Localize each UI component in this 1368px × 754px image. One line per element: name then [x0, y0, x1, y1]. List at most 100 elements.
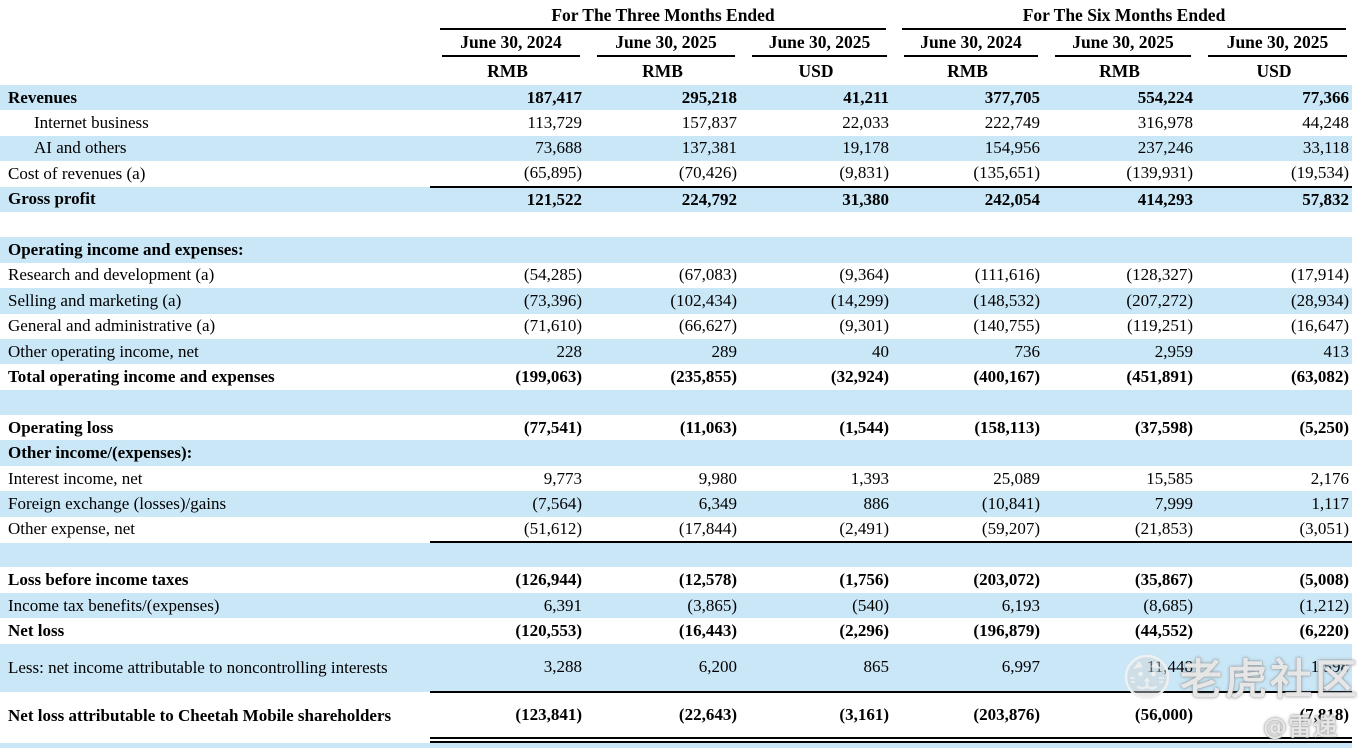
cell-value: 237,246: [1137, 138, 1193, 158]
cell-value: (400,167): [973, 366, 1040, 386]
cell-value: (203,876): [892, 691, 1043, 743]
date-label: June 30, 2024: [904, 32, 1038, 57]
row-label: Foreign exchange (losses)/gains: [8, 493, 227, 513]
cell-value: 1,393: [850, 468, 889, 488]
cell-value: (135,651): [892, 161, 1043, 188]
cell-value: [892, 237, 1043, 262]
cell-value: 3,288: [430, 643, 585, 693]
currency-header: USD: [798, 61, 834, 81]
cell-value: [740, 440, 892, 465]
cell-value: (16,443): [678, 620, 737, 640]
date-label: June 30, 2025: [1208, 32, 1348, 57]
cell-value: [892, 440, 1043, 465]
cell-value: (71,610): [523, 316, 582, 336]
cell-value: 157,837: [681, 113, 737, 133]
row-label: Other expense, net: [8, 519, 135, 539]
table-row: Selling and marketing (a) (73,396) (102,43…: [0, 288, 1353, 314]
cell-value: 137,381: [681, 138, 737, 158]
cell-value: 222,749: [984, 113, 1040, 133]
table-row: Total operating income and expenses (199,…: [0, 364, 1352, 389]
period-group-label: For The Six Months Ended: [902, 5, 1347, 30]
table-row: Less: net income attributable to noncont…: [0, 643, 1353, 693]
cell-value: (16,647): [1290, 316, 1350, 336]
date-header: June 30, 2025: [1196, 31, 1352, 58]
cell-value: 44,248: [1302, 113, 1350, 133]
cell-value: (77,541): [523, 417, 582, 437]
cell-value: 15,585: [1146, 468, 1193, 488]
row-label: Operating income and expenses:: [8, 240, 244, 260]
cell-value: (5,008): [1299, 570, 1350, 590]
cell-value: (148,532): [973, 290, 1040, 310]
cell-value: (67,083): [678, 265, 737, 285]
row-label: Other income/(expenses):: [8, 443, 193, 463]
cell-value: (10,841): [981, 493, 1040, 513]
table-row: Income tax benefits/(expenses) 6,391 (3,86…: [0, 592, 1353, 619]
cell-value: (12,578): [678, 570, 737, 590]
table-body: Revenues 187,417 295,218 41,211 377,705 554,2…: [0, 85, 1353, 748]
table-row: Operating income and expenses:: [0, 237, 1353, 263]
date-header: June 30, 2024: [892, 31, 1043, 58]
cell-value: 865: [740, 643, 892, 693]
cell-value: [430, 237, 585, 262]
cell-value: [585, 440, 740, 465]
row-label: Interest income, net: [8, 468, 143, 488]
cell-value: 6,997: [892, 643, 1043, 693]
period-group-header: For The Three Months Ended: [430, 4, 892, 31]
cell-value: (9,301): [839, 316, 889, 336]
table-row: AI and others 73,688 137,381 19,178 154,956 2…: [0, 135, 1353, 162]
period-group-header: For The Six Months Ended: [892, 4, 1352, 31]
row-label: Internet business: [34, 113, 149, 133]
cell-value: 289: [711, 341, 738, 361]
cell-value: (7,818): [1196, 691, 1353, 743]
table-row: General and administrative (a) (71,610) (6…: [0, 314, 1352, 339]
cell-value: (17,844): [585, 516, 740, 544]
currency-header: RMB: [642, 61, 683, 81]
cell-value: 413: [1323, 341, 1350, 361]
cell-value: (235,855): [670, 366, 737, 386]
cell-value: 113,729: [527, 113, 582, 133]
cell-value: (126,944): [515, 570, 582, 590]
cell-value: (5,250): [1299, 417, 1350, 437]
cell-value: (3,865): [687, 595, 737, 615]
row-label: Loss before income taxes: [8, 570, 189, 590]
cell-value: 6,200: [585, 643, 740, 693]
table-row: Research and development (a) (54,285) (67,…: [0, 263, 1352, 288]
row-label: General and administrative (a): [8, 316, 216, 336]
spacer-row: [0, 389, 1353, 416]
currency-header: RMB: [947, 61, 988, 81]
cell-value: 19,178: [842, 138, 889, 158]
cell-value: (9,364): [839, 265, 889, 285]
cell-value: 377,705: [984, 87, 1040, 107]
cell-value: (66,627): [678, 316, 737, 336]
cell-value: (11,063): [679, 417, 737, 437]
cell-value: (128,327): [1126, 265, 1193, 285]
cell-value: (123,841): [430, 691, 585, 743]
cell-value: (1,756): [839, 570, 889, 590]
income-statement-table: For The Three Months Ended For The Six Mo…: [0, 4, 1353, 748]
cell-value: [1043, 237, 1196, 262]
date-label: June 30, 2025: [1055, 32, 1191, 57]
cell-value: 33,118: [1302, 138, 1350, 158]
cell-value: (111,616): [974, 265, 1040, 285]
cell-value: 40: [872, 341, 889, 361]
cell-value: (73,396): [523, 290, 582, 310]
row-label: Net loss attributable to Cheetah Mobile …: [8, 705, 392, 725]
cell-value: (35,867): [1134, 570, 1193, 590]
cell-value: 187,417: [526, 87, 582, 107]
cell-value: (56,000): [1043, 691, 1196, 743]
cell-value: [1196, 237, 1352, 262]
date-label: June 30, 2024: [442, 32, 580, 57]
cell-value: (540): [852, 595, 889, 615]
table-row: Other expense, net (51,612) (17,844) (2,491…: [0, 516, 1353, 544]
cell-value: 11,448: [1043, 643, 1196, 693]
cell-value: 121,522: [526, 189, 582, 209]
currency-header: RMB: [487, 61, 528, 81]
cell-value: 9,980: [698, 468, 737, 488]
cell-value: 316,978: [1137, 113, 1193, 133]
date-header: June 30, 2025: [740, 31, 892, 58]
cell-value: 1,117: [1311, 493, 1350, 513]
table-row: Loss before income taxes (126,944) (12,578…: [0, 567, 1352, 592]
row-label: Net loss: [8, 620, 65, 640]
cell-value: (119,251): [1127, 316, 1193, 336]
row-label: Less: net income attributable to noncont…: [8, 657, 388, 677]
